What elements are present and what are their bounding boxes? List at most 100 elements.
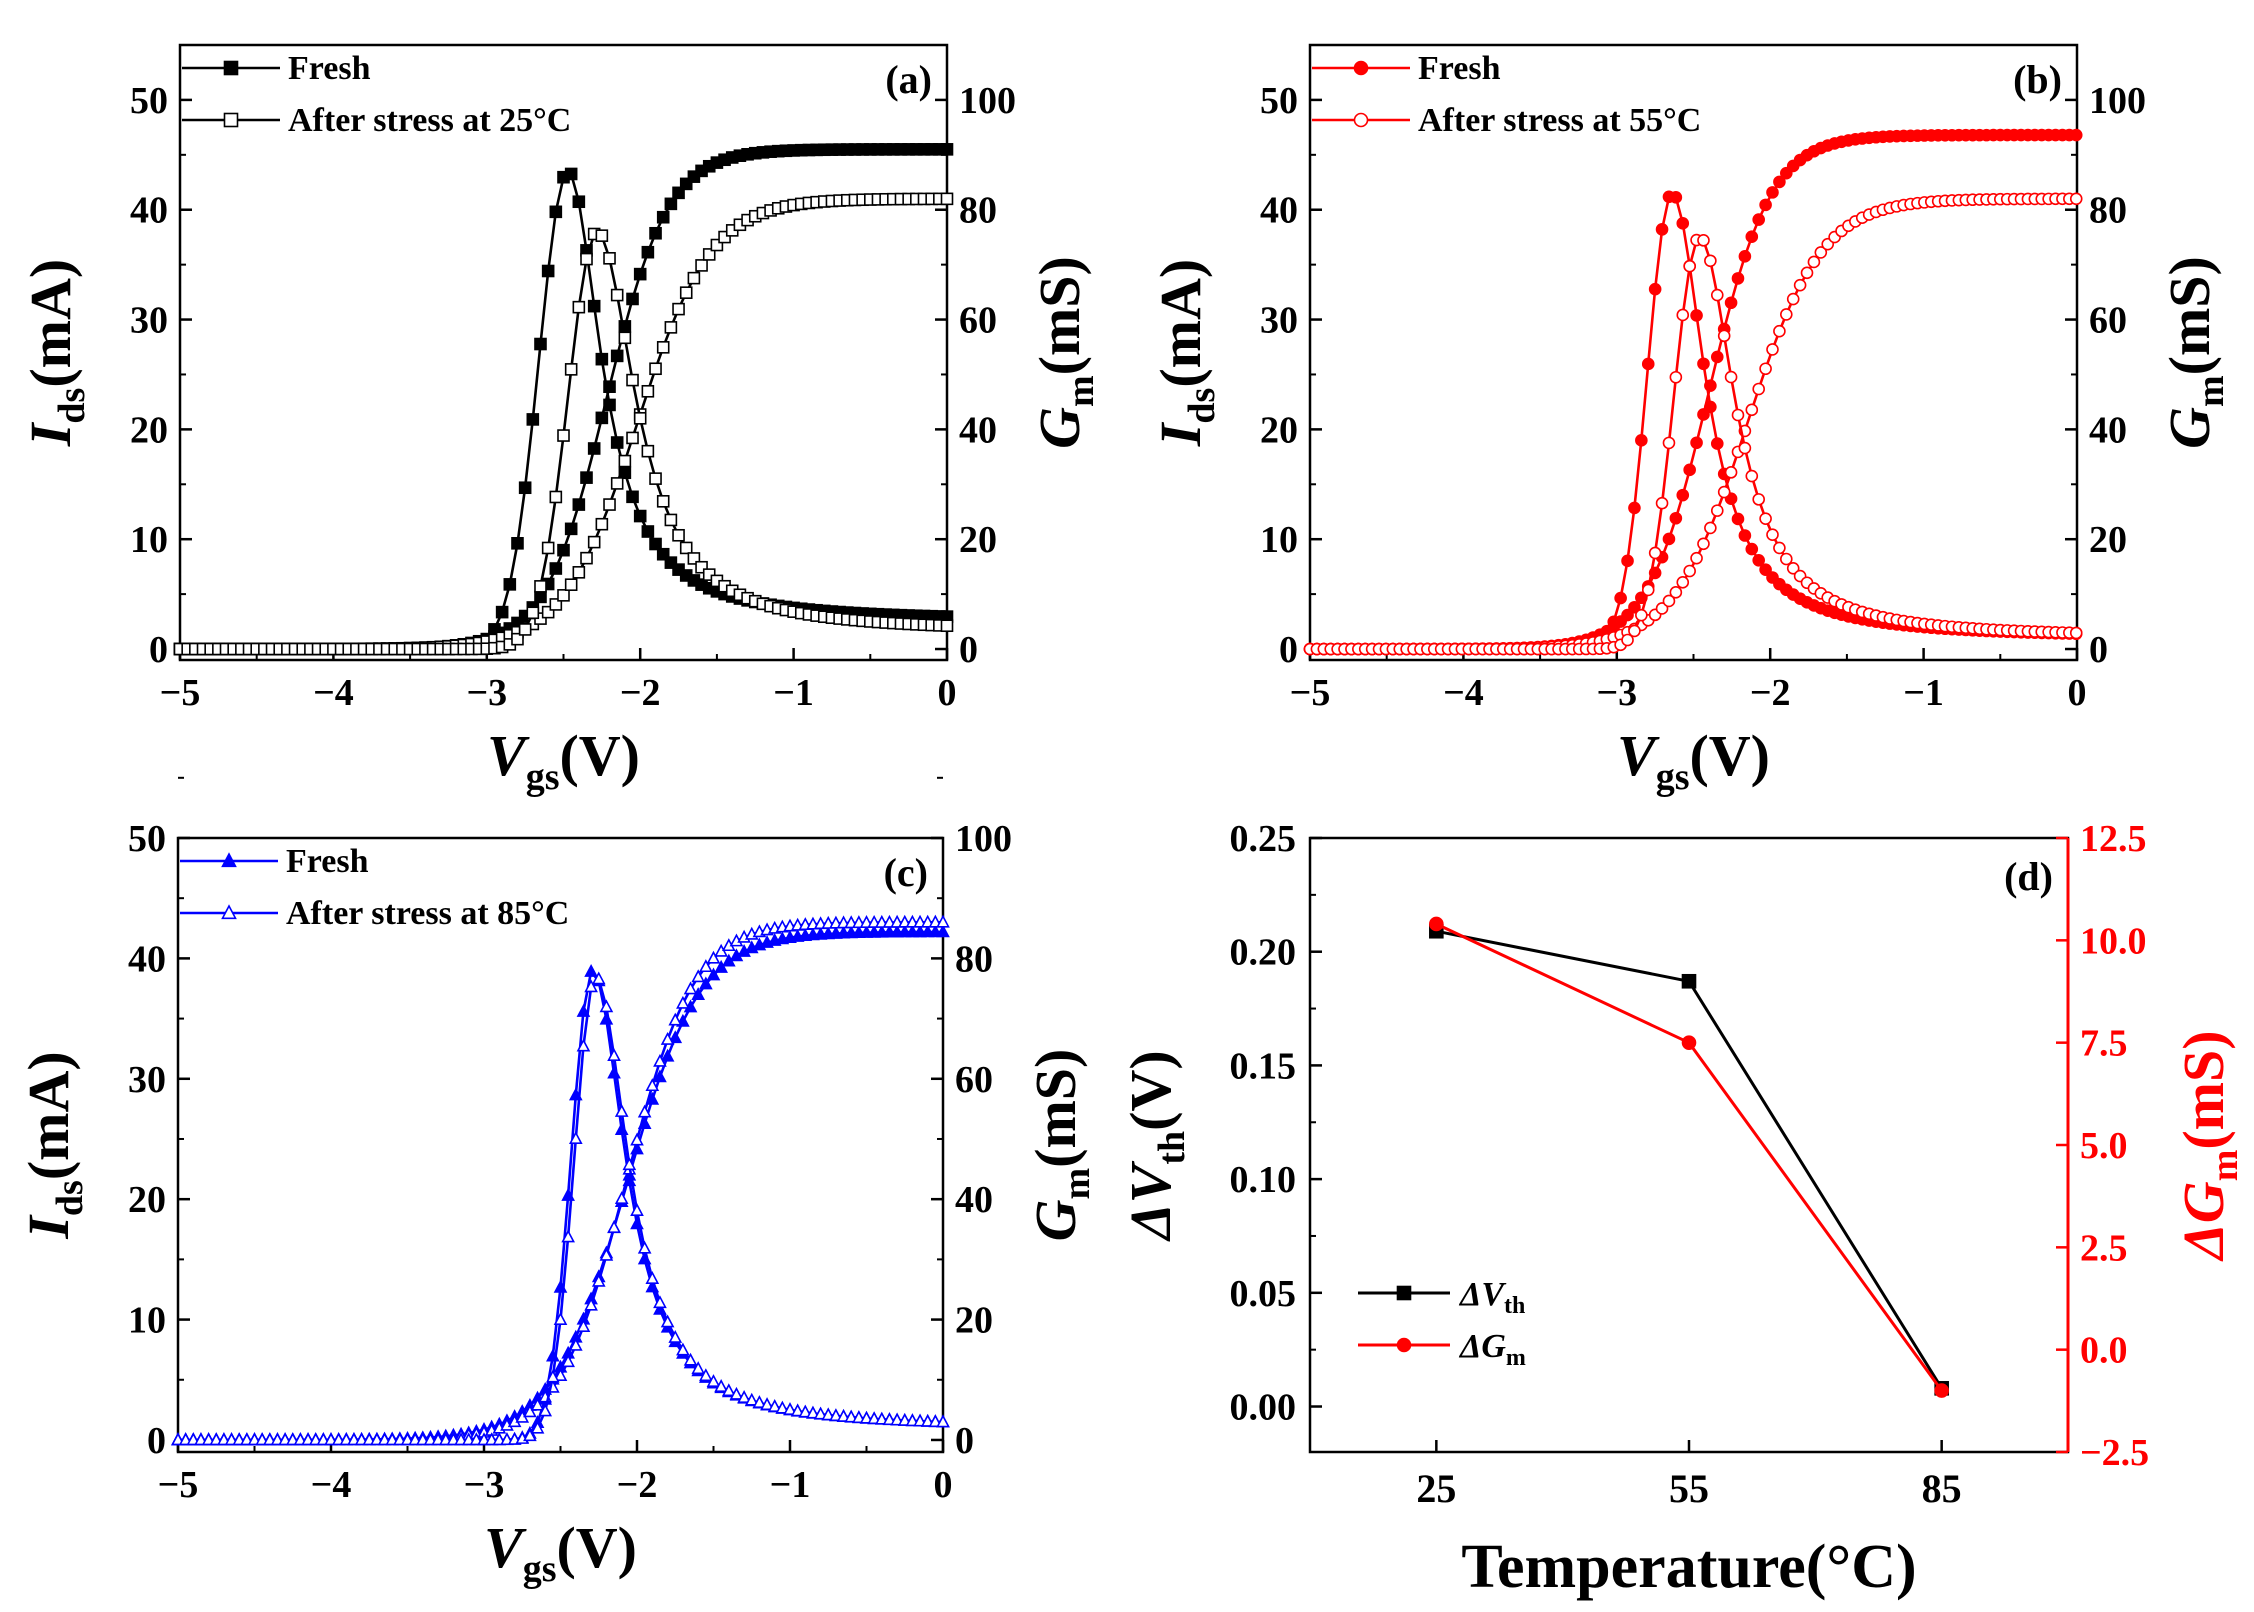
x-tick-label: 0 <box>2068 672 2087 714</box>
legend-prefix: Δ <box>1458 1276 1481 1313</box>
y-right-tick-label: 0 <box>955 1420 974 1462</box>
data-point <box>683 981 698 995</box>
x-tick-label: −4 <box>311 1464 352 1506</box>
data-point <box>706 1374 721 1387</box>
data-point <box>679 286 693 299</box>
x-axis-label: Vgs(V) <box>487 723 640 798</box>
y-left-axis-label: Ids(mA) <box>1148 259 1223 447</box>
x-tick-label: −2 <box>1750 672 1791 714</box>
y-left-tick-label: 0.00 <box>1230 1387 1297 1429</box>
legend-label: ΔGm <box>1458 1328 1526 1371</box>
data-point <box>1697 408 1710 421</box>
data-point <box>1759 198 1772 212</box>
data-point <box>829 1408 843 1422</box>
panel-d: 25 55 85 0.00 0.05 0.10 0.15 0.20 0.25 −2.5 0.0 2.5… <box>1118 818 2246 1601</box>
data-point <box>2069 128 2083 142</box>
data-point <box>553 1368 568 1381</box>
data-point <box>1683 259 1696 273</box>
legend-marker <box>1396 1337 1412 1353</box>
data-point <box>1697 234 1710 247</box>
x-tick-label: −1 <box>773 672 814 714</box>
data-point <box>607 1220 621 1233</box>
data-point <box>553 1312 568 1325</box>
series-ids-fresh <box>171 924 950 1446</box>
data-point <box>599 1247 614 1261</box>
panel-label: (c) <box>884 850 928 895</box>
data-point <box>530 1397 545 1411</box>
data-point <box>1800 266 1814 280</box>
data-point <box>1690 436 1703 450</box>
y-right-label-main: G <box>2157 407 2222 449</box>
y-right-label-unit: (mS) <box>1023 1049 1088 1168</box>
data-point <box>668 1030 683 1044</box>
data-point <box>557 589 570 602</box>
data-point <box>584 963 598 977</box>
panel-label: (a) <box>885 57 932 102</box>
y-right-tick-label: 100 <box>959 80 1016 122</box>
data-point <box>580 471 593 484</box>
data-point <box>549 205 563 219</box>
y-right-label-sub: m <box>2190 375 2232 407</box>
data-point <box>664 321 678 334</box>
y-left-label-main: I <box>18 421 83 447</box>
data-point <box>1773 541 1786 555</box>
data-point <box>706 967 721 981</box>
data-point <box>668 1012 683 1026</box>
data-point <box>1738 441 1752 455</box>
data-point <box>495 605 509 619</box>
data-point <box>664 513 678 527</box>
y-left-tick-label: 40 <box>1260 190 1298 232</box>
data-point <box>610 349 624 363</box>
data-point <box>936 914 950 928</box>
data-point <box>737 1390 751 1403</box>
data-point <box>687 271 701 285</box>
data-point <box>1934 1383 1949 1398</box>
data-point <box>595 352 609 366</box>
data-point <box>679 541 693 555</box>
data-point <box>572 300 586 314</box>
y-left-tick-label: 50 <box>130 80 168 122</box>
data-point <box>660 1031 675 1045</box>
y-right-tick-label: 40 <box>2089 409 2127 451</box>
data-point <box>1710 350 1724 364</box>
data-point <box>1724 466 1738 479</box>
data-point <box>660 1314 675 1328</box>
data-point <box>541 264 555 278</box>
data-point <box>649 362 662 376</box>
data-point <box>518 481 532 495</box>
legend: Fresh After stress at 85°C <box>180 843 569 932</box>
legend-prefix: Δ <box>1458 1328 1481 1365</box>
legend-main: G <box>1481 1328 1506 1365</box>
data-point <box>584 1297 598 1311</box>
data-point <box>882 1412 897 1426</box>
y-left-tick-label: 0 <box>147 1420 166 1462</box>
y-right-label-sub: m <box>1060 375 1102 407</box>
y-right-tick-label: 20 <box>955 1300 993 1342</box>
x-tick-label: 55 <box>1669 1466 1709 1511</box>
data-point <box>653 1053 667 1067</box>
data-point <box>649 226 662 240</box>
x-tick-label: −1 <box>770 1464 811 1506</box>
data-point <box>641 444 655 458</box>
data-point <box>568 1337 583 1351</box>
data-point <box>691 1361 706 1375</box>
data-point <box>610 477 624 490</box>
y-right-tick-label: 80 <box>955 938 993 980</box>
y-left-tick-label: 10 <box>130 519 168 561</box>
data-point <box>775 1400 790 1414</box>
data-point <box>928 1414 943 1428</box>
y-right-tick-label: 10.0 <box>2080 920 2147 962</box>
data-point <box>511 632 524 646</box>
x-label-sub: gs <box>526 756 560 798</box>
legend-sub: th <box>1504 1293 1525 1319</box>
data-point <box>1704 254 1717 268</box>
data-point <box>664 556 678 569</box>
data-point <box>641 245 655 259</box>
x-tick-label: −3 <box>466 672 507 714</box>
data-point <box>587 535 601 549</box>
y-left-tick-label: 40 <box>128 938 166 980</box>
y-right-axis-label: Gm(mS) <box>1023 1049 1098 1242</box>
data-point <box>752 1395 767 1409</box>
data-point <box>595 411 609 425</box>
data-point <box>1745 403 1759 417</box>
